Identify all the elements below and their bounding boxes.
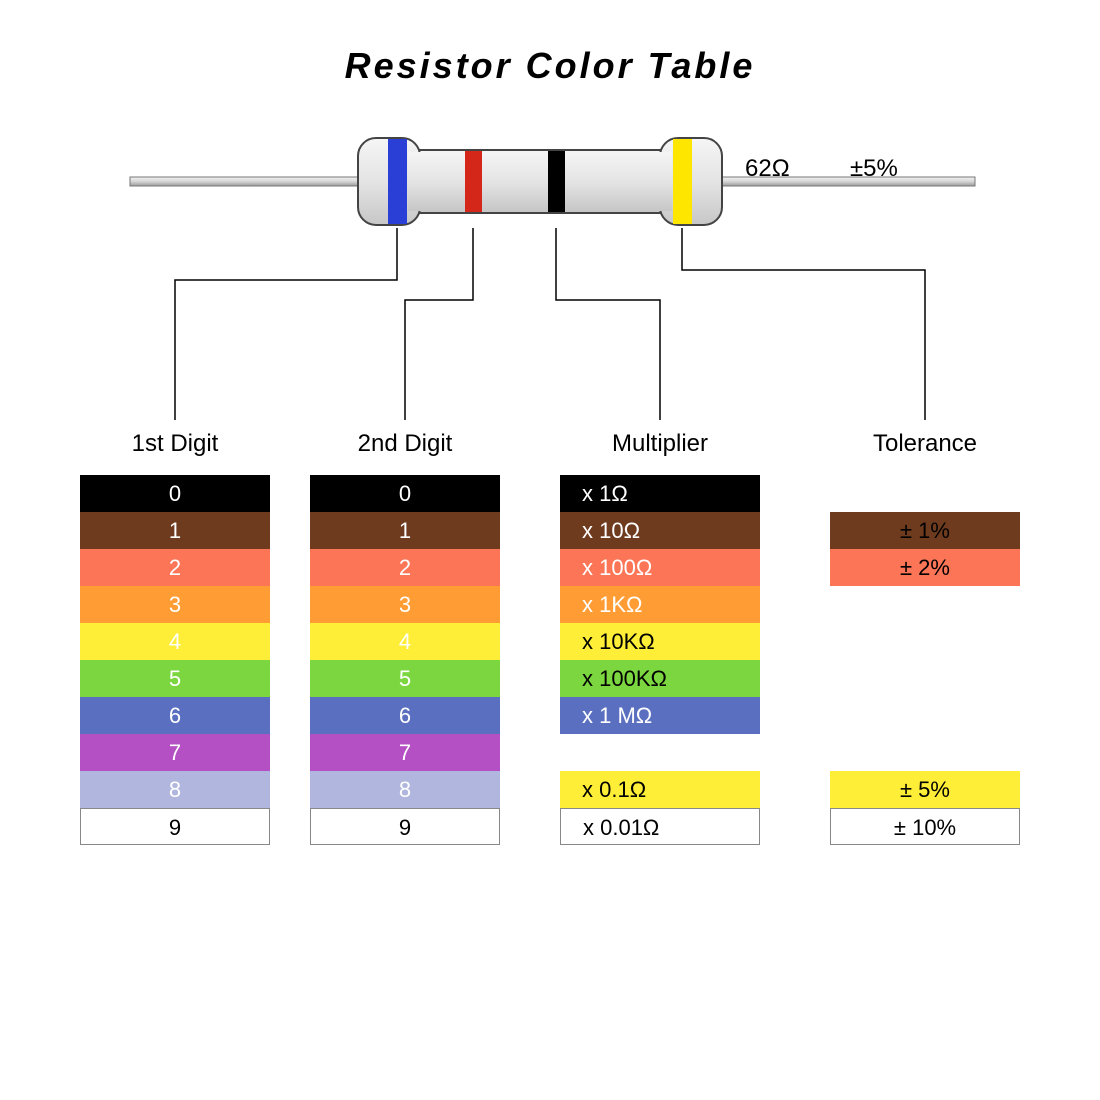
color-row: 1 — [310, 512, 500, 549]
color-row: 3 — [80, 586, 270, 623]
color-row: 7 — [80, 734, 270, 771]
header-tolerance: Tolerance — [830, 430, 1020, 458]
color-row: 8 — [310, 771, 500, 808]
color-row: x 0.01Ω — [560, 808, 760, 845]
color-row: ± 1% — [830, 512, 1020, 549]
color-row: 0 — [80, 475, 270, 512]
color-row: x 10Ω — [560, 512, 760, 549]
color-row: 8 — [80, 771, 270, 808]
header-2nd-digit: 2nd Digit — [310, 430, 500, 458]
color-row: 9 — [310, 808, 500, 845]
table-1st-digit: 0123456789 — [80, 475, 270, 845]
color-row: x 100KΩ — [560, 660, 760, 697]
table-tolerance-top: ± 1%± 2% — [830, 512, 1020, 586]
color-row: x 1Ω — [560, 475, 760, 512]
tolerance-label: ±5% — [850, 155, 898, 183]
page-title: Resistor Color Table — [0, 45, 1100, 87]
color-row: ± 10% — [830, 808, 1020, 845]
color-row: ± 5% — [830, 771, 1020, 808]
header-multiplier: Multiplier — [560, 430, 760, 458]
header-1st-digit: 1st Digit — [80, 430, 270, 458]
color-row: 6 — [80, 697, 270, 734]
color-row: 7 — [310, 734, 500, 771]
table-tolerance-bottom: ± 5%± 10% — [830, 771, 1020, 845]
color-row: 4 — [310, 623, 500, 660]
color-row: ± 2% — [830, 549, 1020, 586]
color-row: 2 — [310, 549, 500, 586]
resistance-label: 62Ω — [745, 155, 790, 183]
color-row: 4 — [80, 623, 270, 660]
color-row: 9 — [80, 808, 270, 845]
color-row: 6 — [310, 697, 500, 734]
table-multiplier: x 1Ωx 10Ωx 100Ωx 1KΩx 10KΩx 100KΩx 1 MΩ x… — [560, 475, 760, 845]
color-row: 3 — [310, 586, 500, 623]
color-row: x 1KΩ — [560, 586, 760, 623]
color-row: 0 — [310, 475, 500, 512]
resistor-diagram — [0, 100, 1100, 420]
color-row: 1 — [80, 512, 270, 549]
table-2nd-digit: 0123456789 — [310, 475, 500, 845]
color-row: 2 — [80, 549, 270, 586]
color-row: x 1 MΩ — [560, 697, 760, 734]
color-row: 5 — [80, 660, 270, 697]
color-row: x 0.1Ω — [560, 771, 760, 808]
color-row: x 10KΩ — [560, 623, 760, 660]
color-row: 5 — [310, 660, 500, 697]
color-row: x 100Ω — [560, 549, 760, 586]
